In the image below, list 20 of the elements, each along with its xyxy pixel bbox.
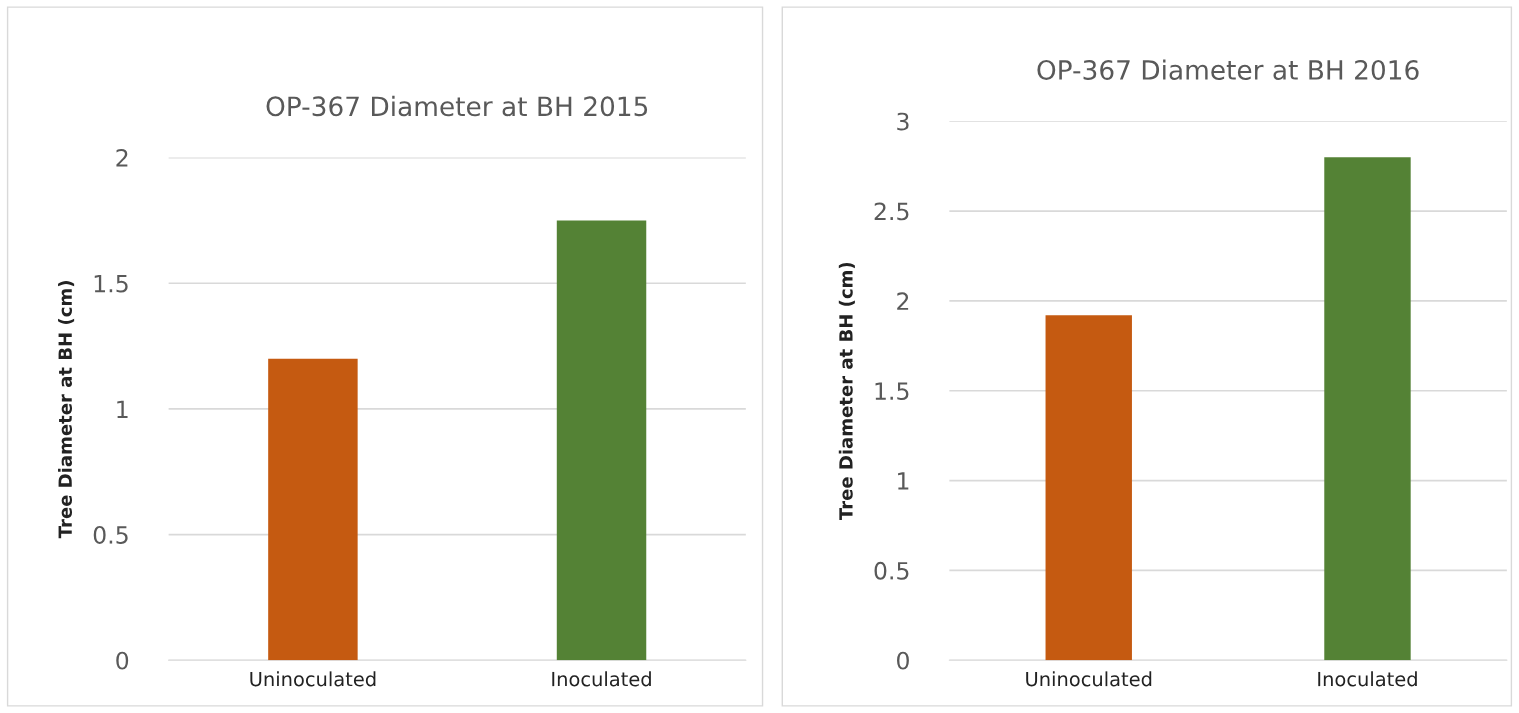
y-tick-label: 3 bbox=[897, 112, 909, 131]
x-tick-label: Inoculated bbox=[1318, 671, 1417, 687]
y-tick-label: 0.5 bbox=[93, 526, 128, 544]
x-tick-label: Uninoculated bbox=[1026, 671, 1152, 687]
y-tick-label: 0 bbox=[116, 651, 129, 670]
chart-title: OP-367 Diameter at BH 2015 bbox=[266, 95, 648, 117]
y-tick-label: 0.5 bbox=[874, 561, 909, 580]
y-tick-label: 1.5 bbox=[94, 275, 128, 293]
y-tick-label: 2.5 bbox=[874, 202, 909, 221]
y-tick-label: 2 bbox=[897, 292, 909, 310]
y-axis-title: Tree Diameter at BH (cm) bbox=[838, 262, 855, 521]
chart-title: OP-367 Diameter at BH 2016 bbox=[1037, 59, 1419, 80]
x-tick-label: Inoculated bbox=[552, 671, 651, 687]
y-tick-label: 2 bbox=[116, 149, 128, 167]
y-tick-label: 1.5 bbox=[875, 382, 909, 401]
y-tick-label: 1 bbox=[898, 472, 909, 490]
y-axis-title: Tree Diameter at BH (cm) bbox=[58, 281, 75, 539]
y-tick-label: 1 bbox=[117, 400, 128, 418]
x-tick-label: Uninoculated bbox=[250, 671, 376, 687]
y-tick-label: 0 bbox=[897, 651, 909, 670]
